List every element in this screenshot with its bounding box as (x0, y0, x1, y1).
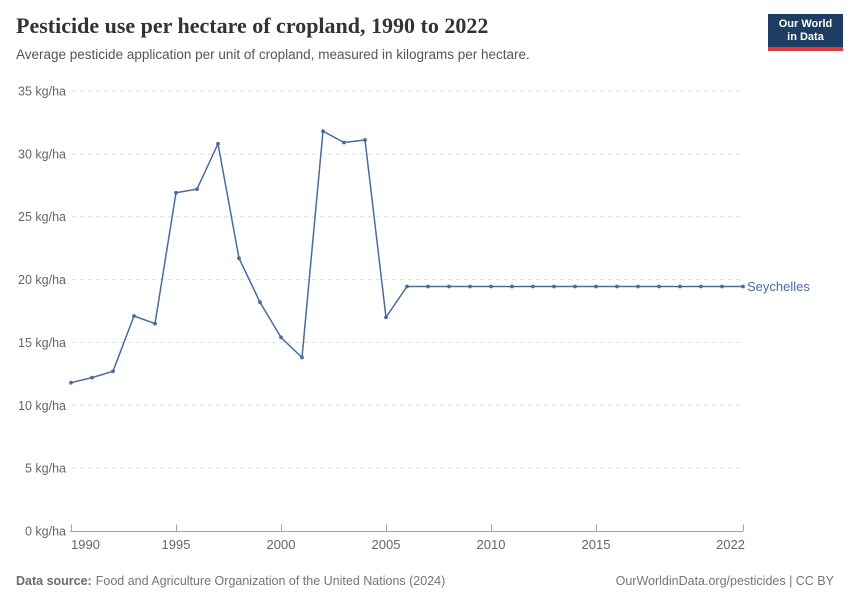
logo-line-2: in Data (787, 30, 824, 43)
owid-logo: Our World in Data (768, 14, 843, 51)
x-axis-tick-label: 2000 (267, 537, 296, 552)
data-point[interactable] (111, 369, 115, 374)
chart-header: Pesticide use per hectare of cropland, 1… (16, 12, 760, 63)
x-axis-tick-label: 2010 (477, 537, 506, 552)
data-point[interactable] (216, 141, 220, 146)
data-point[interactable] (636, 284, 640, 289)
data-point[interactable] (552, 284, 556, 289)
series-label[interactable]: Seychelles (747, 279, 810, 294)
data-point[interactable] (153, 321, 157, 326)
data-point[interactable] (384, 315, 388, 320)
data-point[interactable] (174, 190, 178, 195)
data-point[interactable] (510, 284, 514, 289)
y-axis-tick-label: 30 kg/ha (18, 147, 66, 161)
data-point[interactable] (300, 355, 304, 360)
credit-link[interactable]: OurWorldinData.org/pesticides | CC BY (615, 574, 834, 588)
data-point[interactable] (678, 284, 682, 289)
data-point[interactable] (321, 129, 325, 134)
x-axis-tick-label: 2005 (372, 537, 401, 552)
chart-subtitle: Average pesticide application per unit o… (16, 47, 530, 62)
data-point[interactable] (615, 284, 619, 289)
y-axis-tick-label: 25 kg/ha (18, 210, 66, 224)
data-point[interactable] (363, 138, 367, 142)
chart-footer: Data source: Food and Agriculture Organiz… (16, 574, 834, 588)
x-axis-tick-label: 2022 (716, 537, 745, 552)
series-line-seychelles[interactable] (70, 130, 744, 384)
data-source: Data source: Food and Agriculture Organiz… (16, 574, 445, 588)
data-point[interactable] (489, 284, 493, 289)
y-axis-tick-label: 35 kg/ha (18, 85, 66, 99)
data-point[interactable] (657, 284, 661, 289)
data-point[interactable] (279, 335, 283, 340)
y-axis-tick-label: 15 kg/ha (18, 336, 66, 350)
chart-title: Pesticide use per hectare of cropland, 1… (16, 13, 489, 38)
data-point[interactable] (426, 284, 430, 289)
y-axis-tick-label: 20 kg/ha (18, 273, 66, 287)
data-point[interactable] (342, 140, 346, 145)
data-point[interactable] (258, 300, 262, 305)
data-point[interactable] (531, 284, 535, 289)
data-point[interactable] (132, 314, 136, 318)
data-point[interactable] (69, 380, 73, 385)
x-axis-tick-label: 1995 (162, 537, 191, 552)
y-axis-tick-label: 5 kg/ha (25, 462, 66, 476)
data-point[interactable] (447, 284, 451, 289)
data-point[interactable] (237, 256, 241, 261)
data-point[interactable] (468, 284, 472, 289)
y-axis-tick-label: 10 kg/ha (18, 399, 66, 413)
logo-line-1: Our World (778, 17, 833, 30)
data-source-label: Data source: (16, 574, 92, 588)
data-point[interactable] (573, 284, 577, 289)
x-axis-tick-label: 2015 (582, 537, 611, 552)
data-source-text: Food and Agriculture Organization of the… (95, 574, 446, 588)
data-point[interactable] (699, 284, 703, 289)
data-point[interactable] (594, 284, 598, 289)
data-point[interactable] (195, 187, 199, 192)
data-point[interactable] (405, 284, 409, 289)
x-axis-tick-label: 1990 (71, 537, 100, 552)
y-axis-tick-label: 0 kg/ha (25, 525, 66, 539)
data-point[interactable] (741, 284, 745, 289)
data-point[interactable] (720, 284, 724, 289)
data-point[interactable] (90, 375, 94, 380)
